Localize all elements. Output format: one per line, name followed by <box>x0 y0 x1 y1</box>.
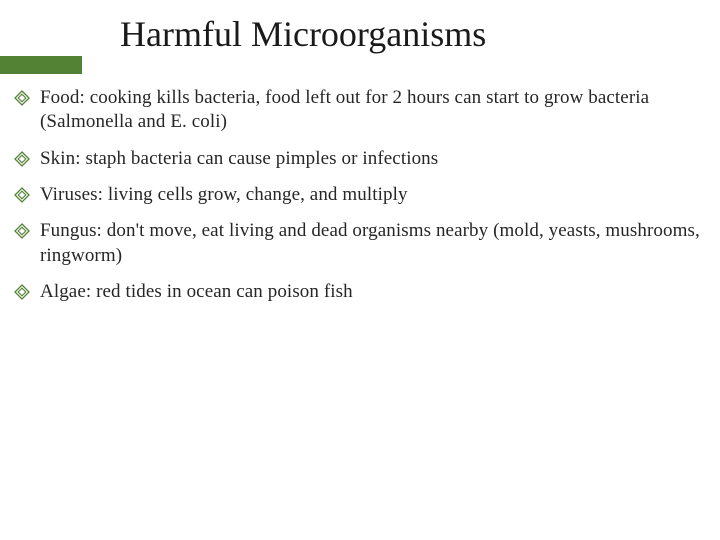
list-item: Fungus: don't move, eat living and dead … <box>14 219 706 268</box>
bullet-text: Viruses: living cells grow, change, and … <box>40 183 408 207</box>
list-item: Food: cooking kills bacteria, food left … <box>14 86 706 135</box>
bullet-marker-icon <box>14 187 30 203</box>
bullet-list: Food: cooking kills bacteria, food left … <box>14 86 706 316</box>
slide-title: Harmful Microorganisms <box>120 14 486 55</box>
bullet-text: Skin: staph bacteria can cause pimples o… <box>40 147 438 171</box>
bullet-text: Food: cooking kills bacteria, food left … <box>40 86 706 135</box>
list-item: Skin: staph bacteria can cause pimples o… <box>14 147 706 171</box>
list-item: Algae: red tides in ocean can poison fis… <box>14 280 706 304</box>
list-item: Viruses: living cells grow, change, and … <box>14 183 706 207</box>
bullet-marker-icon <box>14 284 30 300</box>
bullet-marker-icon <box>14 223 30 239</box>
bullet-text: Algae: red tides in ocean can poison fis… <box>40 280 353 304</box>
accent-bar <box>0 56 82 74</box>
bullet-marker-icon <box>14 90 30 106</box>
bullet-marker-icon <box>14 151 30 167</box>
bullet-text: Fungus: don't move, eat living and dead … <box>40 219 706 268</box>
